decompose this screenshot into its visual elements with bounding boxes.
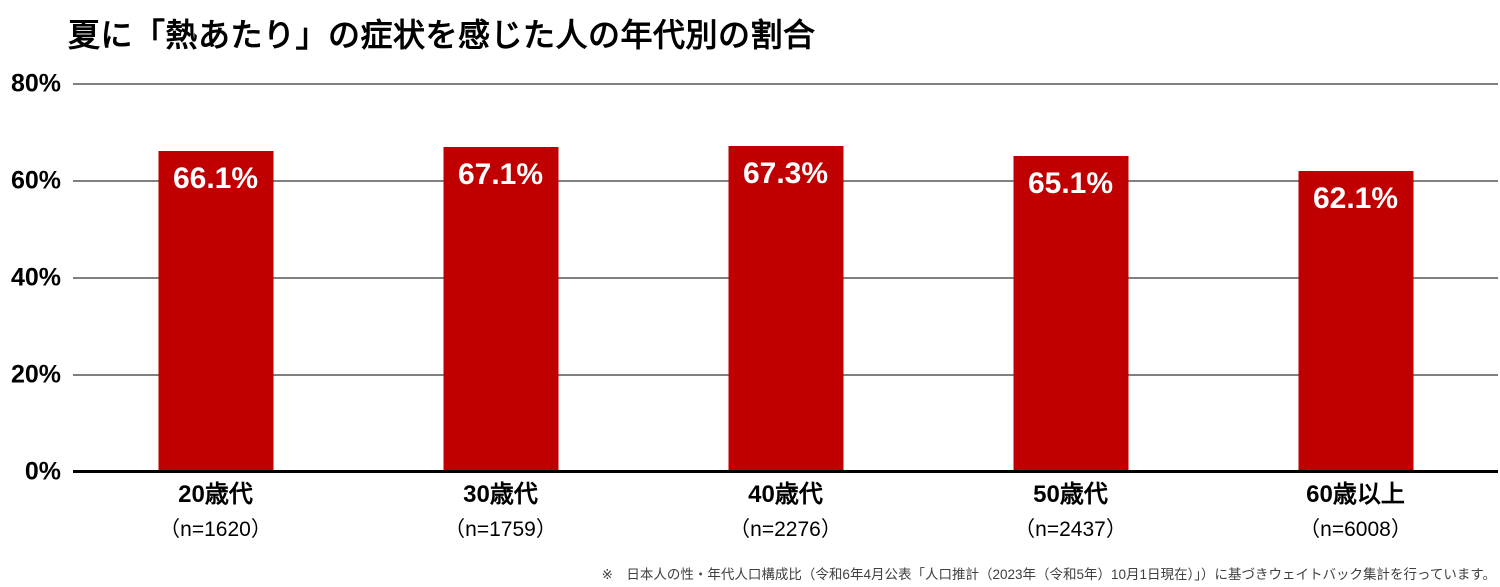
gridline-80 [73, 83, 1498, 85]
x-category-label-0: 20歳代 （n=1620） [73, 481, 358, 543]
chart-title: 夏に「熱あたり」の症状を感じた人の年代別の割合 [68, 17, 816, 53]
x-category-label-3: 50歳代 （n=2437） [928, 481, 1213, 543]
bar-column-2: 67.3% [643, 84, 928, 472]
x-category-label-1: 30歳代 （n=1759） [358, 481, 643, 543]
bar-20歳代: 66.1% [158, 151, 273, 472]
category-name: 40歳代 [748, 481, 823, 508]
bar-50歳代: 65.1% [1013, 156, 1128, 472]
x-category-label-2: 40歳代 （n=2276） [643, 481, 928, 543]
x-category-label-4: 60歳以上 （n=6008） [1213, 481, 1498, 543]
y-tick-label-40: 40% [10, 263, 61, 292]
bars-container: 66.1% 67.1% 67.3% 65.1% 62.1% [73, 84, 1498, 472]
y-tick-label-0: 0% [24, 457, 61, 486]
category-sample-size: （n=1759） [444, 517, 557, 541]
x-axis-line [73, 470, 1498, 473]
y-tick-label-60: 60% [10, 166, 61, 195]
category-name: 20歳代 [178, 481, 253, 508]
y-tick-label-80: 80% [10, 69, 61, 98]
category-sample-size: （n=2437） [1014, 517, 1127, 541]
bar-column-1: 67.1% [358, 84, 643, 472]
bar-30歳代: 67.1% [443, 146, 558, 472]
bar-value-label: 66.1% [172, 162, 259, 196]
footnote: ※ 日本人の性・年代人口構成比（令和6年4月公表「人口推計（2023年（令和5年… [601, 567, 1496, 582]
category-name: 30歳代 [463, 481, 538, 508]
bar-column-4: 62.1% [1213, 84, 1498, 472]
bar-value-label: 67.3% [742, 156, 829, 190]
bar-value-label: 62.1% [1312, 181, 1399, 215]
bar-column-0: 66.1% [73, 84, 358, 472]
plot-area: 0% 20% 40% 60% 80% 66.1% 67.1% 67.3% 65.1% 62.1% [11, 70, 1498, 486]
bar-value-label: 67.1% [457, 157, 544, 191]
bar-column-3: 65.1% [928, 84, 1213, 472]
category-sample-size: （n=1620） [159, 517, 272, 541]
bar-value-label: 65.1% [1027, 167, 1114, 201]
y-tick-label-20: 20% [10, 360, 61, 389]
category-sample-size: （n=2276） [729, 517, 842, 541]
bar-40歳代: 67.3% [728, 145, 843, 472]
x-axis-labels: 20歳代 （n=1620） 30歳代 （n=1759） 40歳代 （n=2276） 50歳代… [73, 481, 1498, 543]
category-name: 50歳代 [1033, 481, 1108, 508]
category-sample-size: （n=6008） [1299, 517, 1412, 541]
bar-60歳以上: 62.1% [1298, 170, 1413, 472]
category-name: 60歳以上 [1306, 481, 1405, 508]
